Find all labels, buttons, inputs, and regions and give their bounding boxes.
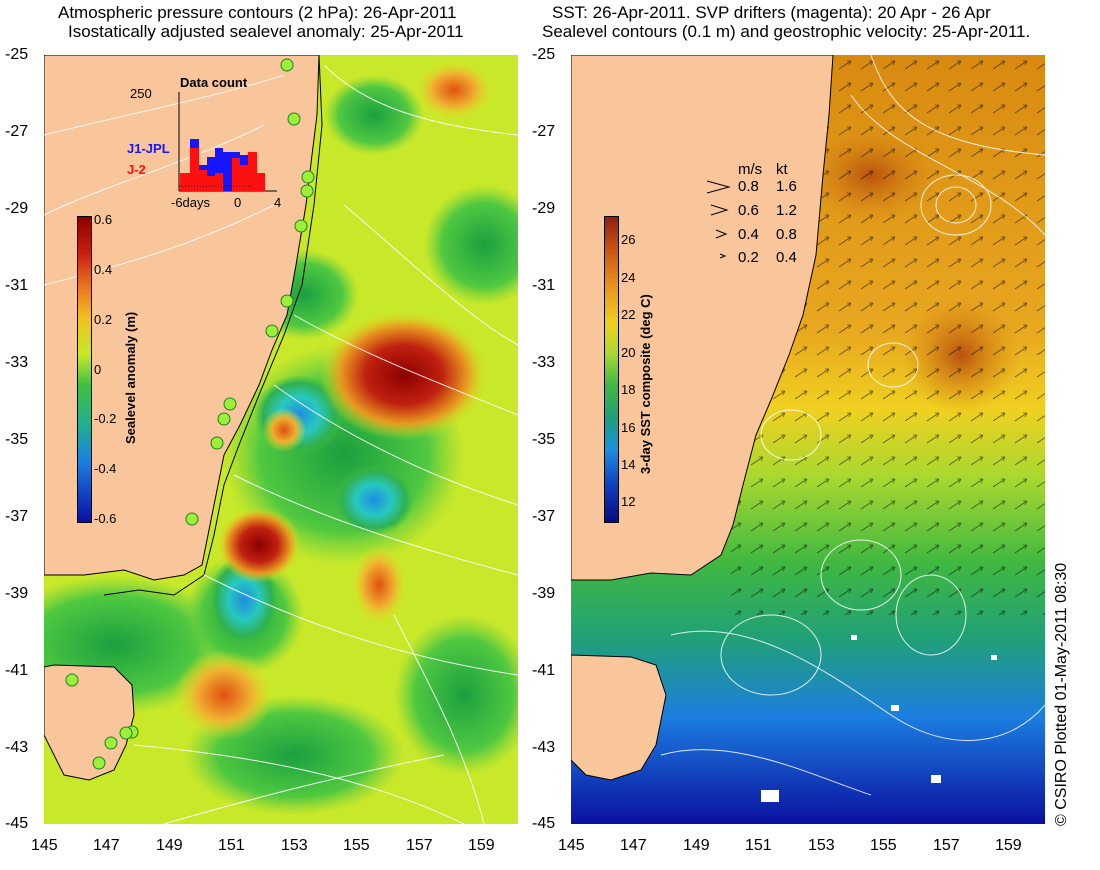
lat-tick-right: -41 bbox=[532, 662, 556, 679]
lon-tick-right: 155 bbox=[870, 837, 897, 854]
speed-legend-header-ms: m/s bbox=[738, 161, 763, 178]
lat-tick-right: -45 bbox=[532, 815, 556, 832]
data-count-xlabel: 4 bbox=[274, 195, 282, 210]
lat-tick-left: -33 bbox=[5, 354, 29, 371]
lon-tick-left: 159 bbox=[468, 837, 495, 854]
speed-legend-kt: 0.8 bbox=[776, 226, 797, 243]
lat-tick-left: -31 bbox=[5, 277, 29, 294]
series-j1-jpl-label: J1-JPL bbox=[127, 141, 170, 156]
sealevel-cb-tick: -0.4 bbox=[94, 461, 117, 476]
lon-tick-right: 147 bbox=[620, 837, 647, 854]
sst-cb-tick: 18 bbox=[621, 382, 636, 397]
lat-tick-left: -27 bbox=[5, 123, 29, 140]
data-count-title: Data count bbox=[180, 75, 248, 90]
series-j2-label: J-2 bbox=[127, 162, 146, 177]
lat-tick-right: -29 bbox=[532, 200, 556, 217]
sealevel-map-svg bbox=[44, 55, 518, 824]
data-count-histogram bbox=[178, 92, 277, 192]
lon-tick-left: 149 bbox=[156, 837, 183, 854]
lat-tick-right: -25 bbox=[532, 46, 556, 63]
lon-tick-left: 157 bbox=[406, 837, 433, 854]
speed-legend-ms: 0.2 bbox=[738, 249, 759, 266]
sst-cb-tick: 26 bbox=[621, 232, 636, 247]
lat-tick-right: -39 bbox=[532, 585, 556, 602]
sst-map-svg bbox=[571, 55, 1045, 824]
lat-tick-left: -41 bbox=[5, 662, 29, 679]
lon-tick-right: 159 bbox=[995, 837, 1022, 854]
sealevel-anomaly-map bbox=[44, 55, 518, 824]
sealevel-cb-tick: 0 bbox=[94, 362, 102, 377]
speed-legend-header-kt: kt bbox=[776, 161, 788, 178]
lon-tick-right: 145 bbox=[558, 837, 585, 854]
speed-legend-kt: 0.4 bbox=[776, 249, 797, 266]
sealevel-cb-tick: -0.6 bbox=[94, 511, 117, 526]
lat-tick-right: -43 bbox=[532, 739, 556, 756]
lat-tick-left: -35 bbox=[5, 431, 29, 448]
data-count-xlabel: 0 bbox=[234, 195, 242, 210]
speed-legend-kt: 1.2 bbox=[776, 202, 797, 219]
lon-tick-left: 145 bbox=[31, 837, 58, 854]
lon-tick-right: 149 bbox=[683, 837, 710, 854]
lon-tick-right: 157 bbox=[933, 837, 960, 854]
speed-legend-arrows bbox=[706, 180, 731, 259]
sst-colorbar bbox=[604, 216, 619, 523]
sst-cb-tick: 24 bbox=[621, 270, 636, 285]
sst-cb-tick: 20 bbox=[621, 345, 636, 360]
sealevel-cb-tick: 0.6 bbox=[94, 212, 113, 227]
speed-legend-ms: 0.4 bbox=[738, 226, 759, 243]
lon-tick-right: 151 bbox=[745, 837, 772, 854]
sst-cb-tick: 22 bbox=[621, 307, 636, 322]
lat-tick-left: -25 bbox=[5, 46, 29, 63]
lat-tick-right: -35 bbox=[532, 431, 556, 448]
lat-tick-left: -43 bbox=[5, 739, 29, 756]
data-count-ymax: 250 bbox=[130, 86, 152, 101]
j2-bars bbox=[180, 148, 265, 191]
left-title-line1: Atmospheric pressure contours (2 hPa): 2… bbox=[58, 3, 457, 22]
sealevel-colorbar bbox=[77, 216, 92, 523]
speed-legend-ms: 0.6 bbox=[738, 202, 759, 219]
lat-tick-left: -37 bbox=[5, 508, 29, 525]
sealevel-cb-label: Sealevel anomaly (m) bbox=[123, 311, 138, 444]
lat-tick-left: -29 bbox=[5, 200, 29, 217]
lat-tick-right: -33 bbox=[532, 354, 556, 371]
lat-tick-right: -31 bbox=[532, 277, 556, 294]
data-count-xlabel: -6days bbox=[171, 195, 211, 210]
speed-legend-ms: 0.8 bbox=[738, 178, 759, 195]
lat-tick-left: -39 bbox=[5, 585, 29, 602]
lat-tick-right: -27 bbox=[532, 123, 556, 140]
right-title-line1: SST: 26-Apr-2011. SVP drifters (magenta)… bbox=[552, 3, 991, 22]
lon-tick-left: 147 bbox=[93, 837, 120, 854]
left-title-line2: Isostatically adjusted sealevel anomaly:… bbox=[68, 22, 464, 41]
sealevel-cb-tick: 0.4 bbox=[94, 262, 113, 277]
sst-cb-tick: 12 bbox=[621, 494, 636, 509]
sealevel-cb-tick: -0.2 bbox=[94, 411, 117, 426]
sst-cb-tick: 14 bbox=[621, 457, 636, 472]
lon-tick-left: 151 bbox=[218, 837, 245, 854]
right-title-line2: Sealevel contours (0.1 m) and geostrophi… bbox=[542, 22, 1031, 41]
sst-map bbox=[571, 55, 1045, 824]
sst-cb-tick: 16 bbox=[621, 420, 636, 435]
speed-legend-kt: 1.6 bbox=[776, 178, 797, 195]
lon-tick-right: 153 bbox=[808, 837, 835, 854]
lat-tick-right: -37 bbox=[532, 508, 556, 525]
lat-tick-left: -45 bbox=[5, 815, 29, 832]
csiro-credit: © CSIRO Plotted 01-May-2011 08:30 bbox=[1053, 562, 1070, 826]
lon-tick-left: 155 bbox=[343, 837, 370, 854]
lon-tick-left: 153 bbox=[281, 837, 308, 854]
sst-cb-label: 3-day SST composite (deg C) bbox=[638, 294, 653, 474]
sealevel-cb-tick: 0.2 bbox=[94, 312, 113, 327]
